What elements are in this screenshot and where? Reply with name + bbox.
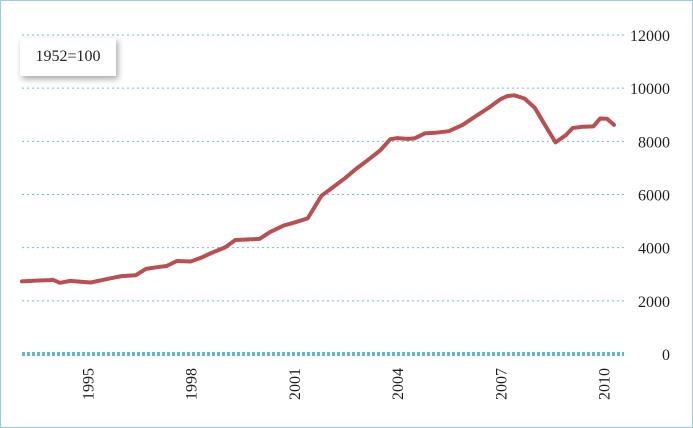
x-tick-label: 2004	[390, 368, 407, 400]
x-tick-label: 2001	[287, 368, 304, 400]
x-tick-label: 2010	[597, 368, 614, 400]
gridlines	[22, 34, 624, 356]
y-tick-label: 2000	[638, 294, 670, 311]
x-tick-label: 1995	[80, 368, 97, 400]
x-axis-ticks: 1995 1998 2001 2004 2007 2010	[80, 368, 613, 400]
y-tick-label: 6000	[638, 188, 670, 205]
base-year-annotation: 1952=100	[35, 48, 101, 65]
series-lines	[20, 93, 616, 285]
y-tick-label: 4000	[638, 241, 670, 258]
y-axis-ticks: 0 2000 4000 6000 8000 10000 12000	[630, 28, 670, 364]
y-tick-label: 0	[662, 347, 670, 364]
y-tick-label: 10000	[630, 81, 670, 98]
x-tick-label: 2007	[493, 368, 510, 400]
series-line-0	[20, 93, 616, 285]
y-tick-label: 8000	[638, 134, 670, 151]
base-year-annotation-box: 1952=100	[20, 38, 116, 76]
y-tick-label: 12000	[630, 28, 670, 45]
x-tick-label: 1998	[184, 368, 201, 400]
